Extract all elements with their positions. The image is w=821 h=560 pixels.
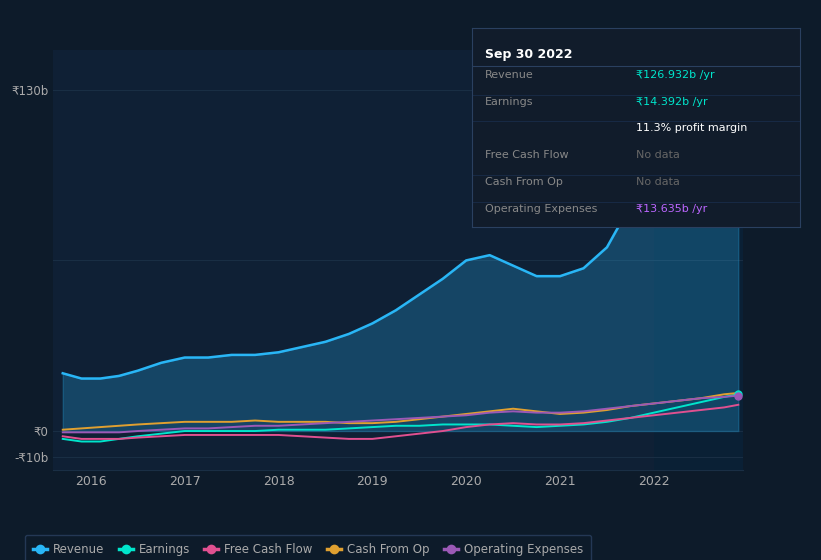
Text: No data: No data: [636, 177, 680, 187]
Text: Sep 30 2022: Sep 30 2022: [485, 48, 573, 61]
Text: Revenue: Revenue: [485, 70, 534, 80]
Text: ₹14.392b /yr: ₹14.392b /yr: [636, 96, 708, 106]
Text: ₹13.635b /yr: ₹13.635b /yr: [636, 204, 708, 214]
Text: Earnings: Earnings: [485, 96, 534, 106]
Text: No data: No data: [636, 150, 680, 160]
Text: Free Cash Flow: Free Cash Flow: [485, 150, 569, 160]
Text: Operating Expenses: Operating Expenses: [485, 204, 598, 214]
Text: 11.3% profit margin: 11.3% profit margin: [636, 123, 748, 133]
Bar: [654, 50, 743, 470]
Legend: Revenue, Earnings, Free Cash Flow, Cash From Op, Operating Expenses: Revenue, Earnings, Free Cash Flow, Cash …: [25, 535, 591, 560]
Text: ₹126.932b /yr: ₹126.932b /yr: [636, 70, 715, 80]
Text: Cash From Op: Cash From Op: [485, 177, 563, 187]
